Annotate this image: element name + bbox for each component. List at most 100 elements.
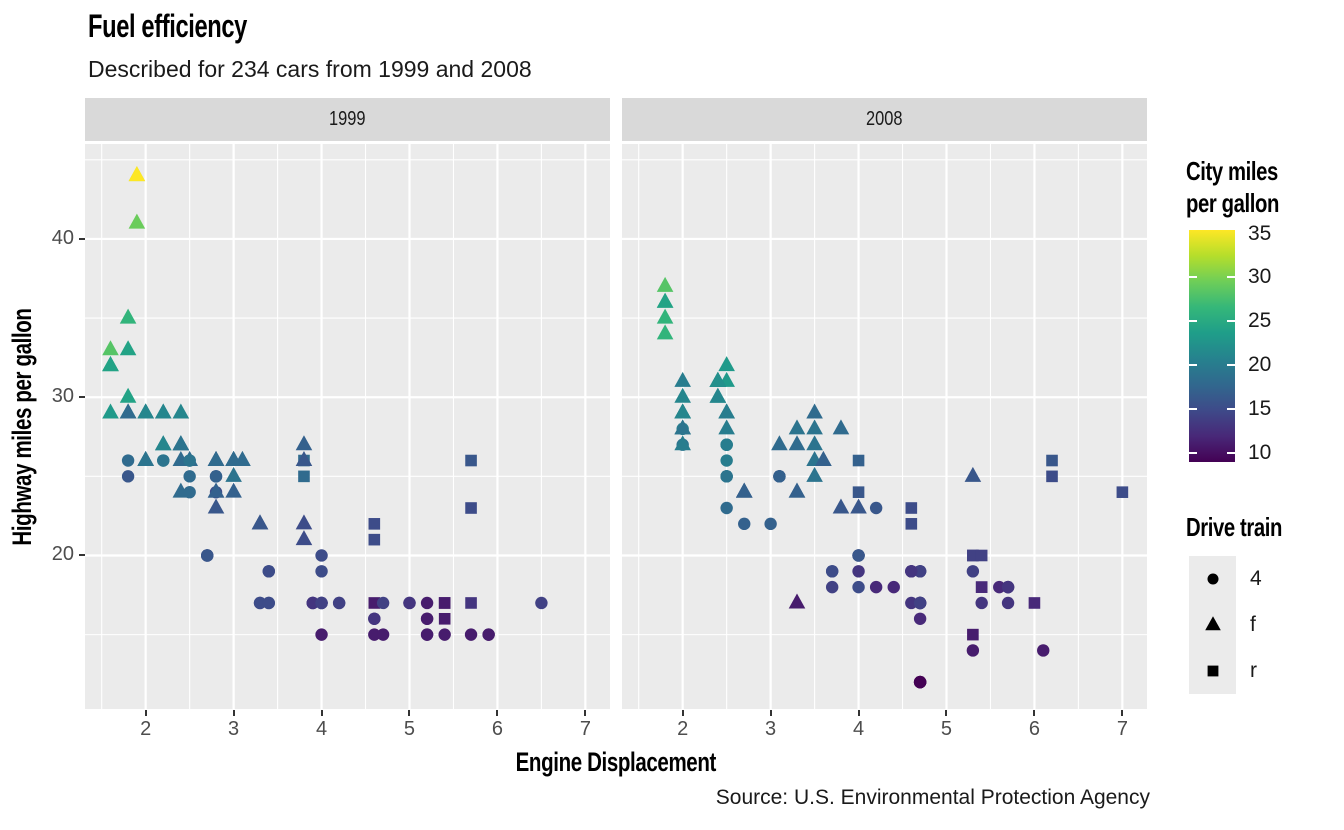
data-point-square bbox=[465, 502, 477, 514]
x-tick-label: 5 bbox=[403, 718, 416, 740]
data-point-triangle bbox=[225, 451, 242, 467]
triangle-icon bbox=[1204, 616, 1221, 631]
data-point-triangle bbox=[102, 340, 119, 356]
colorbar-tick-label: 10 bbox=[1248, 441, 1272, 465]
data-point-circle bbox=[913, 675, 927, 689]
data-point-square bbox=[852, 454, 865, 467]
x-tick-mark bbox=[232, 710, 235, 716]
data-point-triangle bbox=[137, 451, 154, 467]
data-point-circle bbox=[720, 470, 733, 483]
data-point-triangle bbox=[788, 419, 806, 435]
data-point-triangle bbox=[850, 498, 867, 514]
shape-legend-key-f bbox=[1189, 602, 1236, 648]
data-point-circle bbox=[720, 438, 733, 451]
x-tick-label: 2 bbox=[140, 718, 152, 740]
data-point-circle bbox=[482, 628, 495, 641]
data-point-triangle bbox=[119, 308, 137, 324]
data-point-triangle bbox=[656, 276, 674, 292]
data-point-triangle bbox=[674, 403, 691, 419]
colorbar-tick-mark bbox=[1189, 276, 1197, 279]
data-point-circle bbox=[993, 580, 1006, 594]
colorbar-tick-mark bbox=[1189, 364, 1197, 367]
panel-1999 bbox=[85, 144, 610, 709]
data-point-triangle bbox=[788, 482, 806, 498]
data-point-circle bbox=[887, 580, 900, 594]
data-point-triangle bbox=[128, 213, 146, 229]
data-point-circle bbox=[905, 565, 918, 578]
data-point-triangle bbox=[207, 482, 225, 498]
data-point-square bbox=[905, 518, 918, 530]
colorbar-tick-mark bbox=[1227, 364, 1235, 367]
x-tick-mark bbox=[408, 710, 411, 716]
x-tick-label: 3 bbox=[228, 718, 240, 740]
data-point-circle bbox=[438, 628, 451, 641]
x-tick-label: 6 bbox=[1028, 718, 1040, 740]
shape-legend-key-4 bbox=[1189, 556, 1236, 602]
data-point-triangle bbox=[251, 514, 269, 530]
y-tick-mark bbox=[79, 554, 85, 557]
data-point-square bbox=[967, 628, 979, 641]
data-point-circle bbox=[201, 549, 214, 562]
data-point-triangle bbox=[709, 387, 727, 403]
data-point-triangle bbox=[788, 593, 806, 609]
colorbar-tick-label: 15 bbox=[1248, 397, 1272, 421]
data-point-triangle bbox=[656, 308, 674, 324]
panel-2008 bbox=[622, 144, 1147, 709]
data-point-circle bbox=[376, 596, 390, 610]
data-point-circle bbox=[1001, 596, 1015, 610]
data-point-circle bbox=[966, 644, 980, 657]
x-tick-label: 7 bbox=[1116, 718, 1128, 740]
data-point-circle bbox=[368, 628, 381, 641]
data-point-triangle bbox=[674, 387, 691, 403]
data-point-triangle bbox=[295, 435, 313, 451]
colorbar-tick-mark bbox=[1189, 408, 1197, 411]
data-point-triangle bbox=[771, 435, 788, 451]
data-point-circle bbox=[966, 565, 980, 578]
circle-icon bbox=[1207, 573, 1218, 585]
data-point-square bbox=[465, 454, 477, 467]
grid-minor bbox=[622, 144, 1147, 709]
facet-strip-2008: 2008 bbox=[622, 98, 1147, 141]
data-point-triangle bbox=[207, 451, 225, 467]
data-point-square bbox=[852, 486, 865, 498]
data-point-circle bbox=[535, 596, 548, 610]
data-point-circle bbox=[420, 612, 434, 625]
square-icon bbox=[1207, 665, 1218, 677]
data-point-circle bbox=[315, 565, 328, 578]
x-tick-mark bbox=[1121, 710, 1124, 716]
data-point-triangle bbox=[172, 403, 190, 419]
data-point-triangle bbox=[674, 371, 691, 387]
data-point-circle bbox=[332, 596, 346, 610]
data-point-triangle bbox=[225, 482, 242, 498]
grid-minor bbox=[85, 144, 610, 709]
data-point-triangle bbox=[102, 356, 119, 372]
colorbar-tick-label: 35 bbox=[1248, 221, 1272, 245]
data-point-square bbox=[368, 597, 381, 609]
data-point-circle bbox=[315, 596, 328, 610]
data-point-circle bbox=[720, 454, 733, 467]
data-point-triangle bbox=[718, 356, 735, 372]
data-point-circle bbox=[183, 470, 196, 483]
shape-legend-title: Drive train bbox=[1186, 512, 1283, 542]
y-tick-mark bbox=[79, 237, 85, 240]
data-point-circle bbox=[852, 565, 865, 578]
x-tick-mark bbox=[320, 710, 323, 716]
data-point-circle bbox=[121, 454, 135, 467]
x-tick-mark bbox=[945, 710, 948, 716]
chart-caption: Source: U.S. Environmental Protection Ag… bbox=[715, 786, 1150, 809]
data-point-circle bbox=[262, 565, 275, 578]
data-point-circle bbox=[376, 628, 390, 641]
data-point-circle bbox=[262, 596, 275, 610]
data-point-square bbox=[368, 518, 381, 530]
data-points bbox=[102, 166, 548, 641]
data-point-triangle bbox=[119, 340, 137, 356]
data-point-circle bbox=[869, 580, 883, 594]
data-point-triangle bbox=[207, 498, 225, 514]
facet-label-1999: 1999 bbox=[329, 108, 366, 130]
data-point-circle bbox=[852, 549, 865, 562]
x-tick-mark bbox=[857, 710, 860, 716]
data-point-square bbox=[298, 470, 310, 483]
shape-legend-label-f: f bbox=[1250, 613, 1256, 636]
colorbar-tick-mark bbox=[1227, 408, 1235, 411]
y-tick-label: 40 bbox=[51, 226, 74, 249]
